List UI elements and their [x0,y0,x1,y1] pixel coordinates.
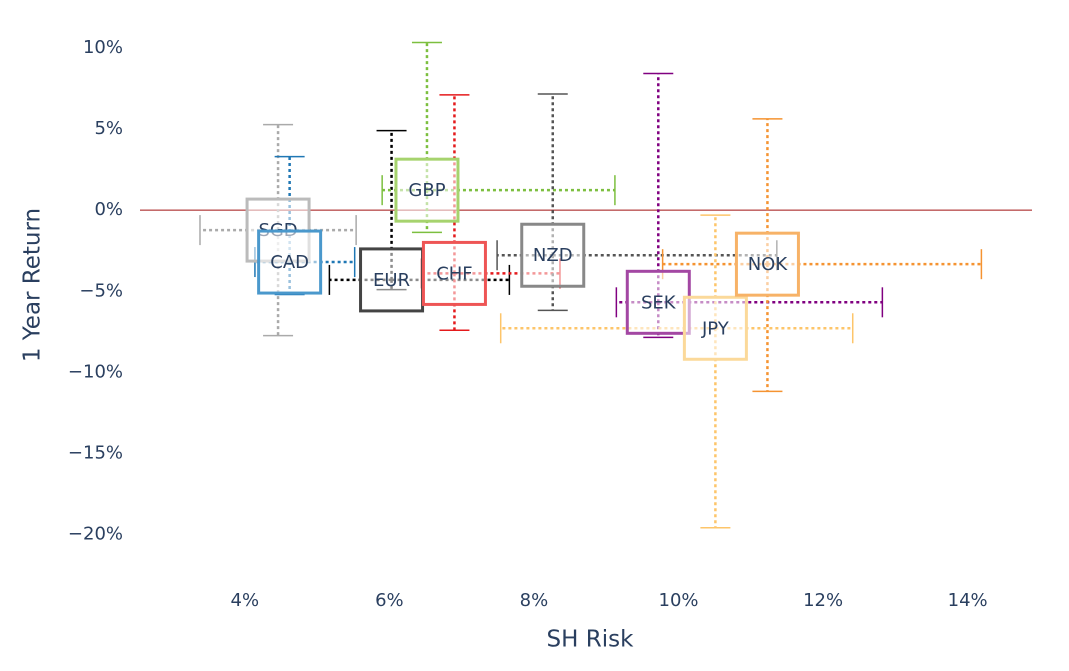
marker-label: JPY [701,318,730,339]
marker [682,295,748,361]
marker [257,229,323,295]
marker-label: EUR [373,270,410,291]
x-tick-label: 14% [948,590,988,611]
y-tick-label: 5% [94,118,123,139]
y-axis-title: 1 Year Return [20,208,46,362]
x-tick-label: 10% [659,590,699,611]
y-tick-label: −5% [79,280,123,301]
marker-label: NOK [748,254,789,275]
x-tick-label: 4% [231,590,260,611]
y-tick-label: −15% [68,443,123,464]
x-axis-title: SH Risk [547,627,635,653]
y-tick-label: 0% [94,199,123,220]
marker-label: SEK [641,292,677,313]
marker [734,231,800,297]
marker-label: CHF [436,263,472,284]
x-tick-label: 8% [520,590,549,611]
marker [520,222,586,288]
marker-label: CAD [270,252,309,273]
y-tick-label: −10% [68,361,123,382]
x-tick-label: 6% [375,590,404,611]
marker [625,269,691,335]
marker-label: GBP [408,180,445,201]
marker [421,240,487,306]
y-tick-label: −20% [68,524,123,545]
marker [359,247,425,313]
x-tick-label: 12% [803,590,843,611]
y-tick-label: 10% [83,37,123,58]
marker [394,157,460,223]
marker-label: NZD [533,245,573,266]
